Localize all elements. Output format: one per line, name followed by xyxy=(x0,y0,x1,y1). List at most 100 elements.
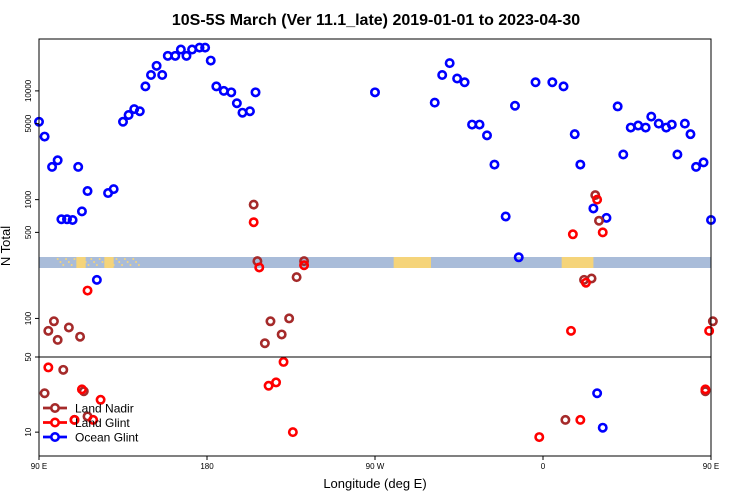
land-nadir-point xyxy=(560,414,571,425)
land-nadir-point xyxy=(259,338,270,349)
land-glint-point xyxy=(43,362,54,373)
x-tick-label: 90 E xyxy=(703,462,719,471)
land-glint-point xyxy=(69,414,80,425)
island-dot xyxy=(56,258,59,260)
island-dot xyxy=(93,261,96,263)
ocean-glint-point xyxy=(685,129,696,140)
ocean-glint-point xyxy=(691,161,702,172)
ocean-glint-point xyxy=(56,214,67,225)
land-nadir-point xyxy=(48,316,59,327)
x-tick-label: 90 W xyxy=(366,462,385,471)
ocean-glint-point xyxy=(108,184,119,195)
island-dot xyxy=(95,264,98,266)
ocean-glint-point xyxy=(181,50,192,61)
points-layer xyxy=(33,42,718,443)
legend-label-ocean-glint: Ocean Glint xyxy=(75,431,139,445)
island-dot xyxy=(112,264,115,266)
ocean-glint-point xyxy=(140,81,151,92)
land-nadir-point xyxy=(593,215,604,226)
island-dot xyxy=(76,261,79,263)
land-nadir-point xyxy=(276,329,287,340)
world-map-strip xyxy=(39,257,711,268)
x-tick-label: 180 xyxy=(200,462,214,471)
ocean-glint-point xyxy=(47,161,58,172)
ocean-glint-point xyxy=(530,77,541,88)
ocean-glint-point xyxy=(679,118,690,129)
ocean-glint-point xyxy=(231,98,242,109)
ocean-glint-point xyxy=(118,116,129,127)
ocean-glint-point xyxy=(429,97,440,108)
ocean-glint-point xyxy=(481,130,492,141)
land-nadir-point xyxy=(52,334,63,345)
ocean-glint-point xyxy=(592,388,603,399)
island-dot xyxy=(126,261,129,263)
island-dot xyxy=(81,258,84,260)
island-dot xyxy=(137,264,140,266)
land-glint-point xyxy=(271,377,282,388)
legend-marker-land-glint xyxy=(49,417,60,428)
land-glint-point xyxy=(248,217,259,228)
land-glint-point xyxy=(534,432,545,443)
ocean-glint-point xyxy=(612,101,623,112)
land-nadir-point xyxy=(284,313,295,324)
ocean-glint-point xyxy=(698,157,709,168)
land-glint-point xyxy=(82,285,93,296)
land-segment xyxy=(76,257,86,268)
ocean-band xyxy=(39,257,711,268)
land-segment xyxy=(561,257,594,268)
island-dot xyxy=(73,258,76,260)
ocean-glint-point xyxy=(170,50,181,61)
ocean-glint-point xyxy=(67,214,78,225)
land-glint-point xyxy=(700,384,711,395)
ocean-glint-point xyxy=(146,69,157,80)
legend-marker-ocean-glint xyxy=(49,431,60,442)
island-dot xyxy=(129,264,132,266)
land-nadir-point xyxy=(248,199,259,210)
y-tick-label: 10000 xyxy=(24,79,33,102)
island-dot xyxy=(104,264,107,266)
island-dot xyxy=(79,264,82,266)
land-glint-point xyxy=(704,325,715,336)
ocean-glint-point xyxy=(597,422,608,433)
land-glint-point xyxy=(76,384,87,395)
land-glint-point xyxy=(263,380,274,391)
y-tick-label: 100 xyxy=(24,311,33,325)
plot-frame xyxy=(38,38,712,457)
island-dot xyxy=(90,258,93,260)
ocean-glint-point xyxy=(134,106,145,117)
ocean-glint-point xyxy=(452,73,463,84)
ocean-glint-point xyxy=(52,155,63,166)
x-tick-label: 90 E xyxy=(31,462,47,471)
ocean-glint-point xyxy=(509,100,520,111)
island-dot xyxy=(107,258,110,260)
island-dot xyxy=(123,258,126,260)
land-segment xyxy=(104,257,114,268)
ocean-glint-point xyxy=(237,107,248,118)
y-tick-label: 5000 xyxy=(24,114,33,132)
legend-label-land-nadir: Land Nadir xyxy=(75,402,134,416)
ocean-glint-point xyxy=(157,69,168,80)
ocean-glint-point xyxy=(151,60,162,71)
y-tick-label: 1000 xyxy=(24,190,33,208)
island-dot xyxy=(132,258,135,260)
island-dot xyxy=(67,261,70,263)
ocean-glint-point xyxy=(211,81,222,92)
ocean-glint-point xyxy=(244,106,255,117)
y-tick-label: 500 xyxy=(24,225,33,239)
land-nadir-point xyxy=(43,325,54,336)
ocean-glint-point xyxy=(194,42,205,53)
ocean-glint-point xyxy=(474,119,485,130)
island-dot xyxy=(59,261,62,263)
ocean-glint-point xyxy=(200,42,211,53)
plot-border xyxy=(38,38,712,457)
ocean-glint-point xyxy=(250,87,261,98)
land-glint-point xyxy=(592,194,603,205)
ocean-glint-point xyxy=(73,161,84,172)
land-nadir-point xyxy=(39,388,50,399)
y-tick-label: 50 xyxy=(24,352,33,361)
land-glint-point xyxy=(95,394,106,405)
ocean-glint-point xyxy=(61,214,72,225)
ocean-glint-point xyxy=(666,119,677,130)
ocean-glint-point xyxy=(226,87,237,98)
